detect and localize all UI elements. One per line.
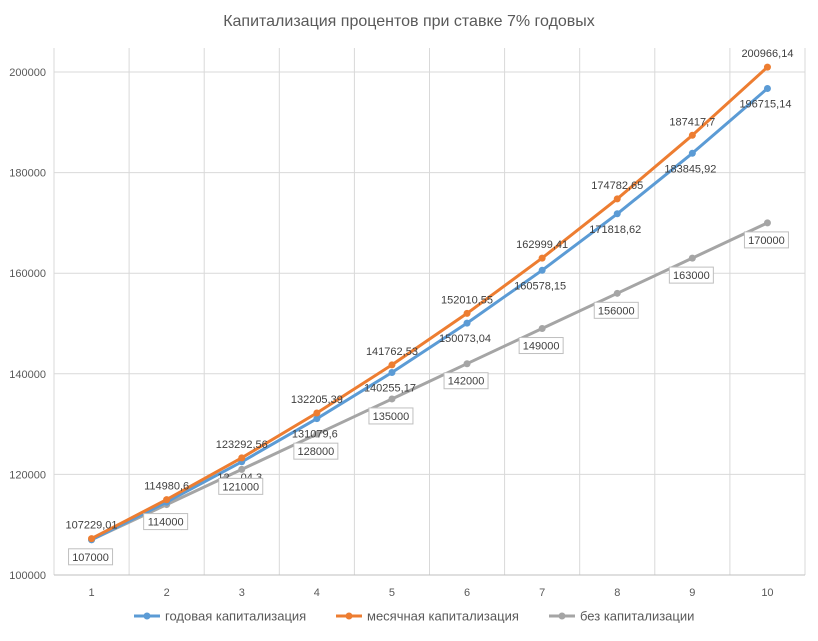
series-line bbox=[90, 87, 769, 542]
data-label-box bbox=[218, 477, 264, 495]
y-tick-label: 160000 bbox=[9, 268, 46, 280]
data-label: 171818,62 bbox=[589, 224, 641, 236]
data-point bbox=[388, 395, 396, 403]
x-tick-label: 6 bbox=[464, 587, 470, 599]
x-tick-label: 3 bbox=[239, 587, 245, 599]
legend: годовая капитализация месячная капитализа… bbox=[134, 609, 694, 624]
data-label-box bbox=[593, 301, 639, 319]
data-point bbox=[763, 63, 771, 71]
data-label: 132205,39 bbox=[291, 394, 343, 406]
series-area bbox=[88, 63, 771, 544]
data-point bbox=[538, 254, 546, 262]
data-label: 200966,14 bbox=[741, 48, 793, 60]
legend-entry-label: годовая капитализация bbox=[165, 609, 306, 624]
data-label: 140255,17 bbox=[364, 383, 416, 395]
y-tick-label: 120000 bbox=[9, 469, 46, 481]
x-tick-label: 8 bbox=[614, 587, 620, 599]
data-label: 123292,56 bbox=[216, 439, 268, 451]
data-point bbox=[613, 195, 621, 203]
data-point bbox=[388, 369, 396, 377]
y-tick-label: 140000 bbox=[9, 369, 46, 381]
data-point bbox=[688, 149, 696, 157]
data-point bbox=[463, 319, 471, 327]
x-tick-label: 9 bbox=[689, 587, 695, 599]
axes: 100000 120000 140000 160000 180000 200000 1 2 3 4… bbox=[9, 67, 805, 599]
data-point bbox=[613, 289, 621, 297]
data-point bbox=[88, 535, 96, 543]
y-tick-label: 180000 bbox=[9, 168, 46, 180]
data-labels: 107229,01 114980,6 123292,56 132205,39 14176… bbox=[66, 48, 793, 566]
data-label: 196715,14 bbox=[739, 99, 791, 111]
data-label: 114000 bbox=[148, 517, 184, 529]
data-point bbox=[613, 210, 621, 218]
data-point bbox=[763, 85, 771, 93]
data-label-box bbox=[743, 231, 789, 249]
legend-entry-label: месячная капитализация bbox=[367, 609, 519, 624]
data-label: 131079,6 bbox=[292, 429, 338, 441]
legend-swatch-marker bbox=[143, 612, 151, 620]
data-point bbox=[238, 454, 246, 462]
data-point bbox=[313, 430, 321, 438]
data-label: 187417,7 bbox=[669, 116, 715, 128]
x-tick-label: 4 bbox=[314, 587, 320, 599]
data-point bbox=[388, 361, 396, 369]
data-point bbox=[763, 219, 771, 227]
data-label-box bbox=[293, 442, 339, 460]
data-label-box bbox=[668, 266, 714, 284]
data-label: 160578,15 bbox=[514, 280, 566, 292]
data-label: 141762,53 bbox=[366, 346, 418, 358]
data-label: 174782,65 bbox=[591, 180, 643, 192]
x-tick-label: 1 bbox=[88, 587, 94, 599]
data-point bbox=[238, 465, 246, 473]
data-label: 142000 bbox=[448, 376, 485, 388]
data-label: 128000 bbox=[297, 446, 334, 458]
data-label: 183845,92 bbox=[664, 163, 716, 175]
data-point bbox=[538, 266, 546, 274]
data-label-box bbox=[368, 407, 414, 425]
data-label-box bbox=[443, 372, 489, 390]
data-label: 107229,01 bbox=[66, 520, 118, 532]
data-label-box bbox=[143, 513, 189, 531]
chart-title: Капитализация процентов при ставке 7% го… bbox=[223, 13, 595, 30]
data-point bbox=[313, 409, 321, 417]
data-point bbox=[163, 496, 171, 504]
data-label: 149000 bbox=[523, 341, 560, 353]
data-point bbox=[688, 131, 696, 139]
data-label: 107000 bbox=[72, 552, 109, 564]
series-line bbox=[90, 221, 769, 542]
x-tick-label: 5 bbox=[389, 587, 395, 599]
data-point bbox=[463, 360, 471, 368]
data-point bbox=[463, 309, 471, 317]
data-point bbox=[313, 415, 321, 423]
y-tick-label: 200000 bbox=[9, 67, 46, 79]
legend-swatch-marker bbox=[558, 612, 566, 620]
data-label: 170000 bbox=[748, 235, 785, 247]
data-label: 152010,55 bbox=[441, 294, 493, 306]
x-tick-label: 2 bbox=[164, 587, 170, 599]
x-tick-label: 10 bbox=[761, 587, 773, 599]
legend-swatch-marker bbox=[345, 612, 353, 620]
legend-entry-label: без капитализации bbox=[580, 609, 694, 624]
data-label: 121000 bbox=[222, 481, 259, 493]
data-point bbox=[538, 325, 546, 333]
series-line bbox=[90, 65, 769, 541]
data-label: 114980,6 bbox=[144, 481, 189, 493]
x-tick-label: 7 bbox=[539, 587, 545, 599]
data-label: 156000 bbox=[598, 305, 635, 317]
y-tick-label: 100000 bbox=[9, 570, 46, 582]
data-label: 135000 bbox=[373, 411, 410, 423]
data-label-box bbox=[68, 548, 114, 566]
data-label: 163000 bbox=[673, 270, 710, 282]
data-point bbox=[688, 254, 696, 262]
data-label: 150073,04 bbox=[439, 333, 491, 345]
data-label-box bbox=[518, 337, 564, 355]
data-label: 162999,41 bbox=[516, 239, 568, 251]
